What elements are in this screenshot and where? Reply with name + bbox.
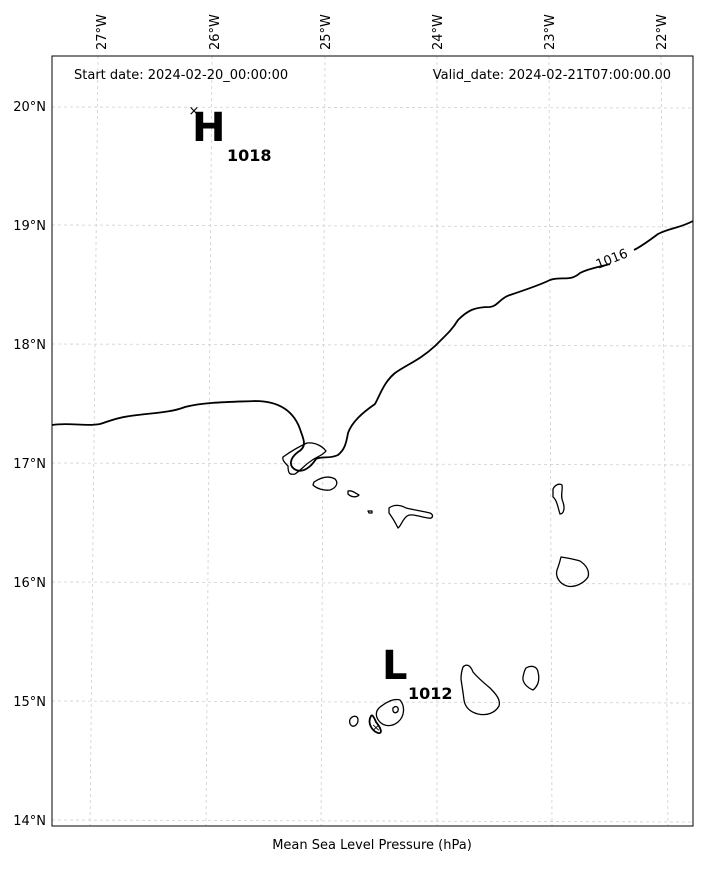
low-pressure-value: 1012 <box>408 684 453 703</box>
start-date-label: Start date: 2024-02-20_00:00:00 <box>74 68 288 83</box>
coastlines <box>282 442 590 727</box>
map-caption: Mean Sea Level Pressure (hPa) <box>272 838 472 853</box>
gridline-lon-25 <box>320 55 326 827</box>
lon-tick-label: 26°W <box>208 14 223 50</box>
gridline-lat-15 <box>51 700 694 704</box>
lat-tick-label: 17°N <box>13 457 46 472</box>
island-boa-vista <box>555 556 590 588</box>
lat-tick-label: 16°N <box>13 576 46 591</box>
lon-tick-label: 23°W <box>543 14 558 50</box>
gridline-lat-14 <box>51 819 694 823</box>
lon-tick-label: 27°W <box>95 14 110 50</box>
island-santa-luzia <box>347 490 360 498</box>
gridline-lon-26 <box>205 55 213 827</box>
lon-tick-label: 24°W <box>431 14 446 50</box>
graticule <box>51 55 694 827</box>
island-raso <box>367 510 373 514</box>
island-fogo-crater <box>392 705 399 714</box>
gridline-lat-16 <box>51 581 694 585</box>
isobar-label-1016: 1016 <box>594 246 630 272</box>
low-pressure-center: L 1012 × <box>371 643 452 734</box>
valid-date-label: Valid_date: 2024-02-21T07:00:00.00 <box>433 68 671 83</box>
lat-tick-labels: 20°N 19°N 18°N 17°N 16°N 15°N 14°N <box>13 100 46 829</box>
lat-tick-label: 15°N <box>13 695 46 710</box>
isobar-line-east <box>633 220 694 251</box>
high-pressure-center: × H 1018 <box>189 104 272 165</box>
island-santiago <box>460 664 501 716</box>
island-santo-antao <box>282 442 327 475</box>
lat-tick-label: 20°N <box>13 100 46 115</box>
gridline-lat-19 <box>51 224 694 228</box>
gridline-lat-20 <box>51 106 694 109</box>
lon-tick-labels: 27°W 26°W 25°W 24°W 23°W 22°W <box>95 14 670 50</box>
lon-tick-label: 25°W <box>319 14 334 50</box>
island-sao-nicolau <box>388 504 434 529</box>
island-sal <box>552 483 565 515</box>
lat-tick-label: 18°N <box>13 338 46 353</box>
island-fogo <box>375 698 405 727</box>
low-center-marker-icon: × <box>371 721 380 734</box>
gridline-lat-17 <box>51 462 694 466</box>
high-center-marker-icon: × <box>189 104 200 119</box>
gridline-lat-18 <box>51 343 694 347</box>
high-pressure-value: 1018 <box>227 146 272 165</box>
lon-tick-label: 22°W <box>655 14 670 50</box>
gridline-lon-27 <box>89 55 99 827</box>
high-pressure-symbol: H <box>192 105 225 151</box>
isobar-line-low <box>368 714 382 734</box>
island-sao-vicente <box>312 476 338 491</box>
island-maio <box>522 665 540 691</box>
lat-tick-label: 14°N <box>13 814 46 829</box>
island-brava <box>348 715 359 727</box>
lat-tick-label: 19°N <box>13 219 46 234</box>
gridline-lon-23 <box>548 55 553 827</box>
low-pressure-symbol: L <box>382 643 408 689</box>
map-frame <box>51 55 694 827</box>
gridline-lon-22 <box>660 55 669 827</box>
isobar-line-main <box>51 263 611 472</box>
